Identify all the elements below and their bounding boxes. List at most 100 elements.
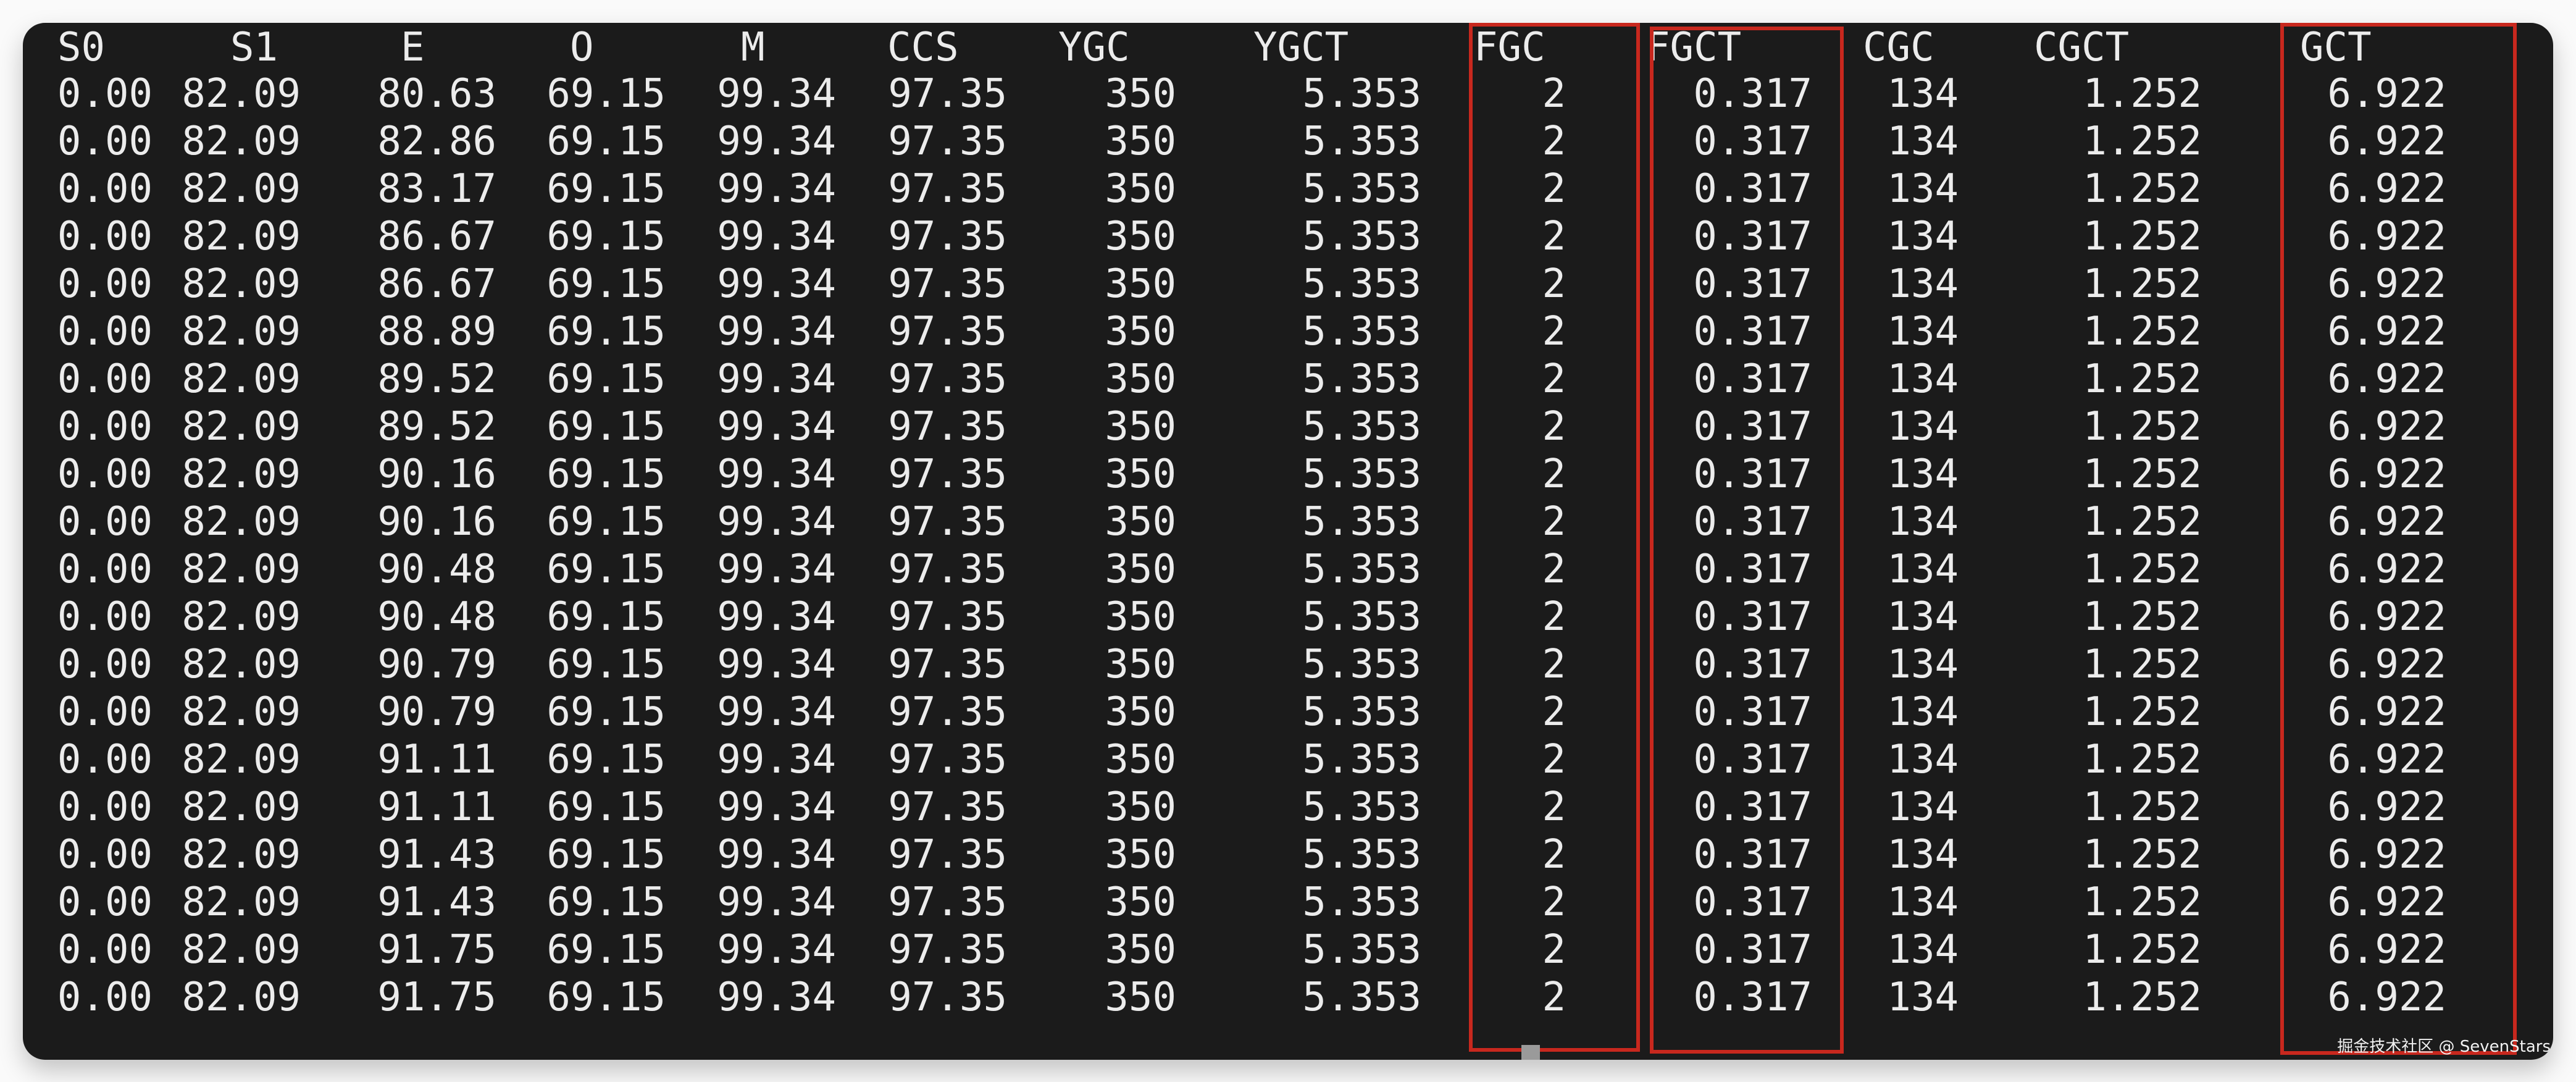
cell-ccs: 97.35 xyxy=(888,547,1007,592)
cell-m: 99.34 xyxy=(717,642,836,687)
cell-cgc: 134 xyxy=(1887,975,1959,1020)
cell-fgc: 2 xyxy=(1542,356,1566,402)
cell-cgc: 134 xyxy=(1887,309,1959,354)
cell-ccs: 97.35 xyxy=(888,499,1007,545)
cell-o: 69.15 xyxy=(546,356,666,402)
cell-gct: 6.922 xyxy=(2327,784,2446,830)
cell-fgct: 0.317 xyxy=(1693,261,1812,307)
cell-cgct: 1.252 xyxy=(2083,451,2202,497)
cell-fgc: 2 xyxy=(1542,166,1566,212)
cell-fgc: 2 xyxy=(1542,927,1566,973)
column-header-e: E xyxy=(401,25,425,70)
cell-s0: 0.00 xyxy=(57,975,153,1020)
cell-e: 88.89 xyxy=(377,309,496,354)
cell-m: 99.34 xyxy=(717,214,836,259)
cell-m: 99.34 xyxy=(717,975,836,1020)
cell-e: 91.11 xyxy=(377,737,496,782)
cell-cgc: 134 xyxy=(1887,594,1959,640)
cell-ccs: 97.35 xyxy=(888,404,1007,450)
cell-ccs: 97.35 xyxy=(888,737,1007,782)
cell-o: 69.15 xyxy=(546,832,666,878)
cell-cgct: 1.252 xyxy=(2083,356,2202,402)
cell-m: 99.34 xyxy=(717,689,836,735)
cell-s0: 0.00 xyxy=(57,927,153,973)
cell-o: 69.15 xyxy=(546,166,666,212)
cell-gct: 6.922 xyxy=(2327,71,2446,117)
cell-s0: 0.00 xyxy=(57,594,153,640)
cell-cgct: 1.252 xyxy=(2083,547,2202,592)
cell-fgct: 0.317 xyxy=(1693,975,1812,1020)
cell-s0: 0.00 xyxy=(57,261,153,307)
cell-gct: 6.922 xyxy=(2327,927,2446,973)
cell-m: 99.34 xyxy=(717,451,836,497)
cell-gct: 6.922 xyxy=(2327,547,2446,592)
highlight-box-fgct xyxy=(1650,27,1844,1054)
cell-ygc: 350 xyxy=(1105,214,1176,259)
cell-fgct: 0.317 xyxy=(1693,879,1812,925)
cell-ccs: 97.35 xyxy=(888,784,1007,830)
cell-e: 90.79 xyxy=(377,642,496,687)
cell-s0: 0.00 xyxy=(57,451,153,497)
cell-ygc: 350 xyxy=(1105,166,1176,212)
cell-ygc: 350 xyxy=(1105,689,1176,735)
cell-s0: 0.00 xyxy=(57,499,153,545)
cell-e: 89.52 xyxy=(377,404,496,450)
cell-m: 99.34 xyxy=(717,784,836,830)
cell-cgct: 1.252 xyxy=(2083,309,2202,354)
cell-fgct: 0.317 xyxy=(1693,451,1812,497)
cell-s0: 0.00 xyxy=(57,642,153,687)
column-header-m: M xyxy=(741,25,765,70)
cell-fgct: 0.317 xyxy=(1693,71,1812,117)
cell-ygct: 5.353 xyxy=(1302,309,1421,354)
cell-cgct: 1.252 xyxy=(2083,975,2202,1020)
cell-cgct: 1.252 xyxy=(2083,404,2202,450)
cell-fgct: 0.317 xyxy=(1693,119,1812,164)
terminal-window[interactable]: S0 S1 E O M CCS YGC YGCT FGC FGCT CGC CGCT GCT 0.00 82… xyxy=(23,23,2553,1060)
cell-o: 69.15 xyxy=(546,309,666,354)
cell-ygc: 350 xyxy=(1105,71,1176,117)
cell-ygc: 350 xyxy=(1105,499,1176,545)
cell-fgc: 2 xyxy=(1542,737,1566,782)
cell-e: 90.48 xyxy=(377,547,496,592)
cell-fgct: 0.317 xyxy=(1693,214,1812,259)
cell-gct: 6.922 xyxy=(2327,689,2446,735)
cell-ccs: 97.35 xyxy=(888,642,1007,687)
cell-ccs: 97.35 xyxy=(888,356,1007,402)
cell-cgct: 1.252 xyxy=(2083,737,2202,782)
cell-s1: 82.09 xyxy=(182,784,301,830)
cell-fgc: 2 xyxy=(1542,499,1566,545)
cell-o: 69.15 xyxy=(546,594,666,640)
cell-s1: 82.09 xyxy=(182,356,301,402)
cell-ccs: 97.35 xyxy=(888,832,1007,878)
cell-cgc: 134 xyxy=(1887,784,1959,830)
cell-ygc: 350 xyxy=(1105,927,1176,973)
cell-o: 69.15 xyxy=(546,975,666,1020)
cell-s0: 0.00 xyxy=(57,547,153,592)
cell-s1: 82.09 xyxy=(182,309,301,354)
cell-fgct: 0.317 xyxy=(1693,594,1812,640)
cell-e: 91.11 xyxy=(377,784,496,830)
cell-s0: 0.00 xyxy=(57,309,153,354)
cell-fgc: 2 xyxy=(1542,832,1566,878)
cell-cgc: 134 xyxy=(1887,404,1959,450)
cell-ygc: 350 xyxy=(1105,784,1176,830)
cell-ygct: 5.353 xyxy=(1302,975,1421,1020)
cell-m: 99.34 xyxy=(717,547,836,592)
cell-ygct: 5.353 xyxy=(1302,119,1421,164)
cell-ccs: 97.35 xyxy=(888,594,1007,640)
cell-e: 82.86 xyxy=(377,119,496,164)
column-header-s0: S0 xyxy=(57,25,106,70)
cell-fgc: 2 xyxy=(1542,214,1566,259)
cell-s0: 0.00 xyxy=(57,166,153,212)
cell-fgc: 2 xyxy=(1542,594,1566,640)
cell-ygct: 5.353 xyxy=(1302,71,1421,117)
cell-ccs: 97.35 xyxy=(888,214,1007,259)
cell-gct: 6.922 xyxy=(2327,309,2446,354)
cell-m: 99.34 xyxy=(717,404,836,450)
cell-gct: 6.922 xyxy=(2327,261,2446,307)
cell-e: 91.75 xyxy=(377,927,496,973)
cell-m: 99.34 xyxy=(717,71,836,117)
cell-s1: 82.09 xyxy=(182,166,301,212)
cell-fgc: 2 xyxy=(1542,975,1566,1020)
cell-cgct: 1.252 xyxy=(2083,594,2202,640)
